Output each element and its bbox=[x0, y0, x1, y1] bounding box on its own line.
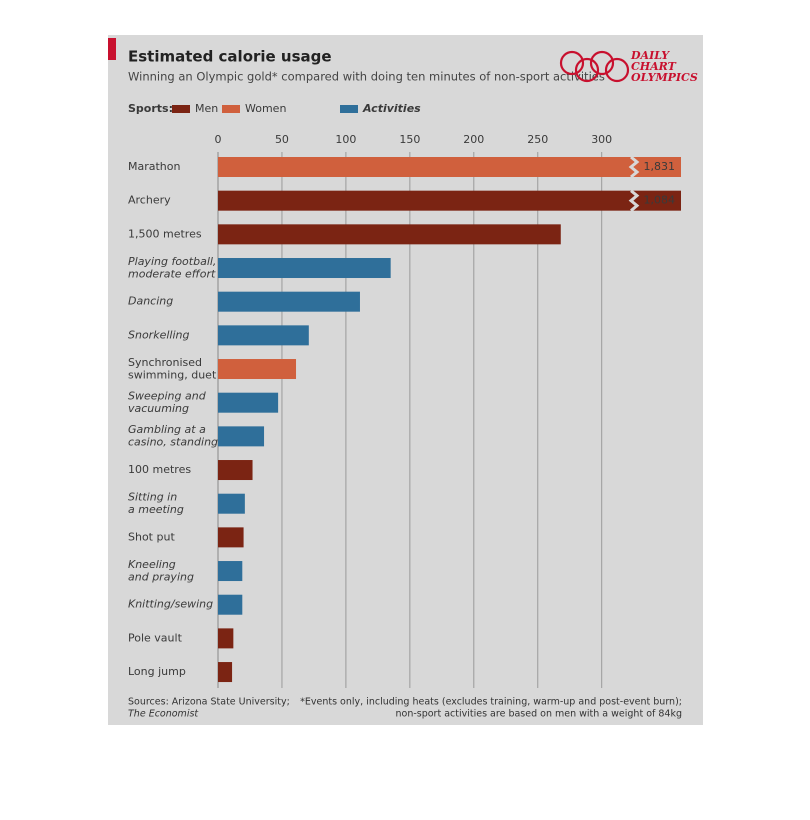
chart-subtitle: Winning an Olympic gold* compared with d… bbox=[128, 70, 605, 84]
y-tick-label: Pole vault bbox=[128, 631, 183, 644]
legend-entry: Men bbox=[195, 102, 218, 115]
x-tick-label: 200 bbox=[463, 133, 484, 146]
x-tick-label: 100 bbox=[335, 133, 356, 146]
legend-entry: Activities bbox=[362, 102, 421, 115]
y-tick-label: Kneeling bbox=[128, 558, 176, 571]
accent bbox=[108, 38, 116, 60]
source: Sources: Arizona State University; bbox=[128, 697, 290, 708]
bar bbox=[218, 527, 244, 548]
bar bbox=[218, 291, 360, 312]
bar bbox=[218, 224, 561, 245]
y-tick-label: a meeting bbox=[128, 503, 184, 516]
footnote: non-sport activities are based on men wi… bbox=[395, 709, 682, 720]
bar-break bbox=[628, 155, 640, 179]
footnote: *Events only, including heats (excludes … bbox=[300, 697, 682, 708]
bar-break bbox=[628, 189, 640, 212]
x-tick-label: 50 bbox=[275, 133, 289, 146]
bar bbox=[218, 392, 279, 413]
chart-title: Estimated calorie usage bbox=[128, 48, 332, 66]
logo-text: DAILY bbox=[630, 49, 670, 62]
legend-swatch bbox=[172, 105, 190, 113]
x-tick-label: 300 bbox=[591, 133, 612, 146]
x-tick-label: 150 bbox=[399, 133, 420, 146]
y-tick-label: Shot put bbox=[128, 530, 175, 543]
y-tick-label: Sweeping and bbox=[128, 389, 207, 402]
bar bbox=[218, 325, 309, 346]
y-tick-label: Gambling at a bbox=[128, 423, 206, 436]
panel bbox=[108, 35, 703, 725]
y-tick-label: Synchronised bbox=[128, 356, 202, 369]
bar bbox=[218, 561, 243, 582]
source: The Economist bbox=[128, 709, 199, 720]
y-tick-label: Marathon bbox=[128, 160, 181, 173]
bar bbox=[218, 359, 297, 380]
y-tick-label: Sitting in bbox=[128, 490, 177, 503]
legend-swatch bbox=[340, 105, 358, 113]
y-tick-label: Long jump bbox=[128, 665, 186, 678]
y-tick-label: moderate effort bbox=[128, 267, 216, 280]
y-tick-label: casino, standing bbox=[128, 436, 218, 449]
logo-rings bbox=[559, 50, 630, 83]
y-tick-label: Snorkelling bbox=[128, 328, 189, 341]
bar bbox=[218, 628, 234, 649]
y-tick-label: Dancing bbox=[128, 295, 173, 308]
y-tick-label: 1,500 metres bbox=[128, 227, 202, 240]
y-tick-label: Playing football, bbox=[128, 255, 216, 268]
bar bbox=[218, 258, 391, 279]
y-tick-label: vacuuming bbox=[128, 402, 189, 415]
bar bbox=[218, 662, 233, 683]
y-tick-label: Archery bbox=[128, 194, 171, 207]
logo-text: OLYMPICS bbox=[631, 71, 698, 84]
bar bbox=[218, 190, 681, 211]
bar bbox=[218, 426, 265, 447]
legend-entry: Women bbox=[245, 102, 286, 115]
logo-text: CHART bbox=[631, 60, 677, 73]
legend-swatch bbox=[222, 105, 240, 113]
bar bbox=[218, 493, 245, 514]
legend-label: Sports: bbox=[128, 102, 173, 115]
bar bbox=[218, 460, 253, 481]
value-label: 1,084 bbox=[644, 194, 676, 207]
x-tick-label: 250 bbox=[527, 133, 548, 146]
y-tick-label: swimming, duet bbox=[128, 368, 217, 381]
bar bbox=[218, 594, 243, 615]
y-tick-label: Knitting/sewing bbox=[128, 598, 213, 611]
bar bbox=[218, 157, 681, 177]
value-label: 1,831 bbox=[644, 160, 676, 173]
x-tick-label: 0 bbox=[215, 133, 222, 146]
y-tick-label: 100 metres bbox=[128, 463, 191, 476]
y-tick-label: and praying bbox=[128, 570, 194, 583]
